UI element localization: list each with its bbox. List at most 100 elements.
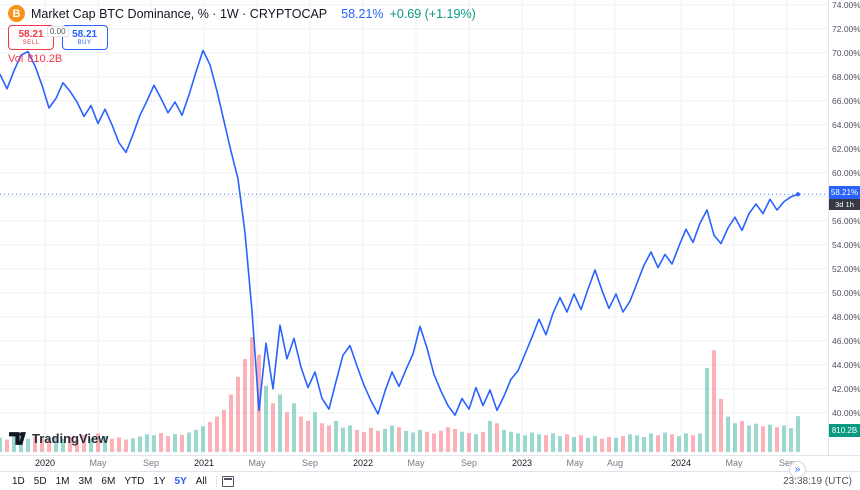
volume-bar (572, 437, 576, 452)
volume-bar (173, 433, 177, 452)
time-axis[interactable]: 2020 May Sep 2021 May Sep 2022 May Sep 2023 May Aug… (0, 455, 860, 471)
range-button-3m[interactable]: 3M (78, 475, 93, 487)
symbol-legend: B Market Cap BTC Dominance, % · 1W · CRY… (8, 5, 476, 22)
volume-bar (677, 436, 681, 452)
volume-bar (313, 412, 317, 452)
clock: 23:38:19 (UTC) (783, 475, 852, 487)
volume-bar (446, 427, 450, 452)
volume-bar (719, 398, 723, 452)
time-axis-label: Sep (778, 458, 796, 468)
time-axis-label: Sep (460, 458, 477, 468)
volume-bar (600, 438, 604, 452)
date-range-icon[interactable] (221, 475, 234, 487)
range-button-1y[interactable]: 1Y (153, 475, 166, 487)
volume-bar (740, 421, 744, 452)
sell-label: SELL (22, 39, 40, 46)
volume-bar (306, 421, 310, 452)
tradingview-wordmark: TradingView (32, 431, 109, 446)
volume-bar (544, 435, 548, 452)
volume-bar (278, 394, 282, 452)
volume-bar (0, 437, 2, 452)
volume-bar (397, 427, 401, 452)
volume-bar (145, 434, 149, 452)
volume-bar (712, 350, 716, 452)
price-axis-label: 52.00% (832, 263, 860, 274)
time-axis-label: May (407, 458, 425, 468)
volume-bar (250, 337, 254, 452)
price-axis-label: 56.00% (832, 215, 860, 226)
range-button-ytd[interactable]: YTD (124, 475, 145, 487)
price-axis-label: 50.00% (832, 287, 860, 298)
volume-bar (789, 428, 793, 452)
volume-bar (369, 427, 373, 452)
volume-bar (12, 433, 16, 452)
symbol-title[interactable]: Market Cap BTC Dominance, % · 1W · CRYPT… (31, 6, 328, 21)
tradingview-attribution[interactable]: TradingView (8, 431, 108, 446)
volume-bar (285, 412, 289, 452)
last-price-marker (796, 192, 800, 197)
sell-button[interactable]: 58.21 SELL (8, 25, 54, 50)
volume-bar (684, 433, 688, 452)
volume-bar (698, 433, 702, 452)
volume-label: Vol (8, 53, 24, 65)
last-price: 58.21% (341, 6, 384, 21)
volume-bar (439, 430, 443, 452)
range-button-6m[interactable]: 6M (101, 475, 116, 487)
volume-bar (68, 437, 72, 452)
range-button-1d[interactable]: 1D (12, 475, 25, 487)
volume-bar (460, 431, 464, 452)
volume-bar (523, 435, 527, 452)
volume-bar (481, 432, 485, 452)
volume-bar (705, 368, 709, 452)
price-chart-canvas[interactable] (0, 0, 828, 455)
goto-realtime-button[interactable]: » (789, 461, 806, 478)
price-axis-label: 44.00% (832, 359, 860, 370)
range-button-5d[interactable]: 5D (33, 475, 47, 487)
volume-bar (82, 435, 86, 452)
volume-bar (474, 434, 478, 452)
volume-bar (47, 439, 51, 452)
volume-bar (670, 434, 674, 452)
current-price-badge: 58.21% (829, 186, 860, 200)
range-button-all[interactable]: All (195, 475, 207, 487)
bar-countdown-badge: 3d 1h (829, 199, 860, 211)
dominance-line (0, 49, 799, 417)
volume-legend: Vol 810.2B (8, 53, 62, 65)
volume-bar (663, 432, 667, 452)
volume-bar (334, 421, 338, 452)
volume-bar (138, 436, 142, 452)
volume-bar (5, 439, 9, 452)
volume-bar (264, 385, 268, 452)
volume-bar (187, 432, 191, 452)
volume-bar (222, 410, 226, 452)
volume-bar (341, 427, 345, 452)
time-axis-label: 2023 (511, 458, 532, 468)
symbol-logo-icon: B (8, 5, 25, 22)
price-axis-label: 40.00% (832, 407, 860, 418)
volume-bar (96, 433, 100, 452)
range-button-1m[interactable]: 1M (55, 475, 70, 487)
volume-bar (530, 432, 534, 452)
tradingview-logo-icon (9, 432, 26, 445)
volume-bar (649, 433, 653, 452)
volume-bar (467, 433, 471, 452)
volume-bar (54, 437, 58, 452)
time-axis-label: May (566, 458, 584, 468)
toolbar-divider (215, 475, 217, 487)
time-axis-label: Aug (607, 458, 624, 468)
trade-widget: 58.21 SELL 0.00 58.21 BUY (8, 25, 108, 50)
range-button-5y[interactable]: 5Y (174, 475, 187, 487)
volume-bar (726, 416, 730, 452)
volume-bar (516, 433, 520, 452)
volume-bar (201, 426, 205, 452)
volume-bar (614, 437, 618, 452)
price-axis[interactable]: 58.21% 3d 1h 810.2B 74.00% 72.00% 70.00% 68… (828, 0, 860, 455)
volume-bar (656, 435, 660, 452)
volume-bar (453, 429, 457, 452)
volume-bar (124, 439, 128, 452)
time-axis-label: Sep (301, 458, 319, 468)
volume-bar (642, 437, 646, 452)
volume-bar (733, 423, 737, 453)
time-axis-label: May (89, 458, 107, 468)
buy-button[interactable]: 58.21 BUY (61, 25, 108, 50)
